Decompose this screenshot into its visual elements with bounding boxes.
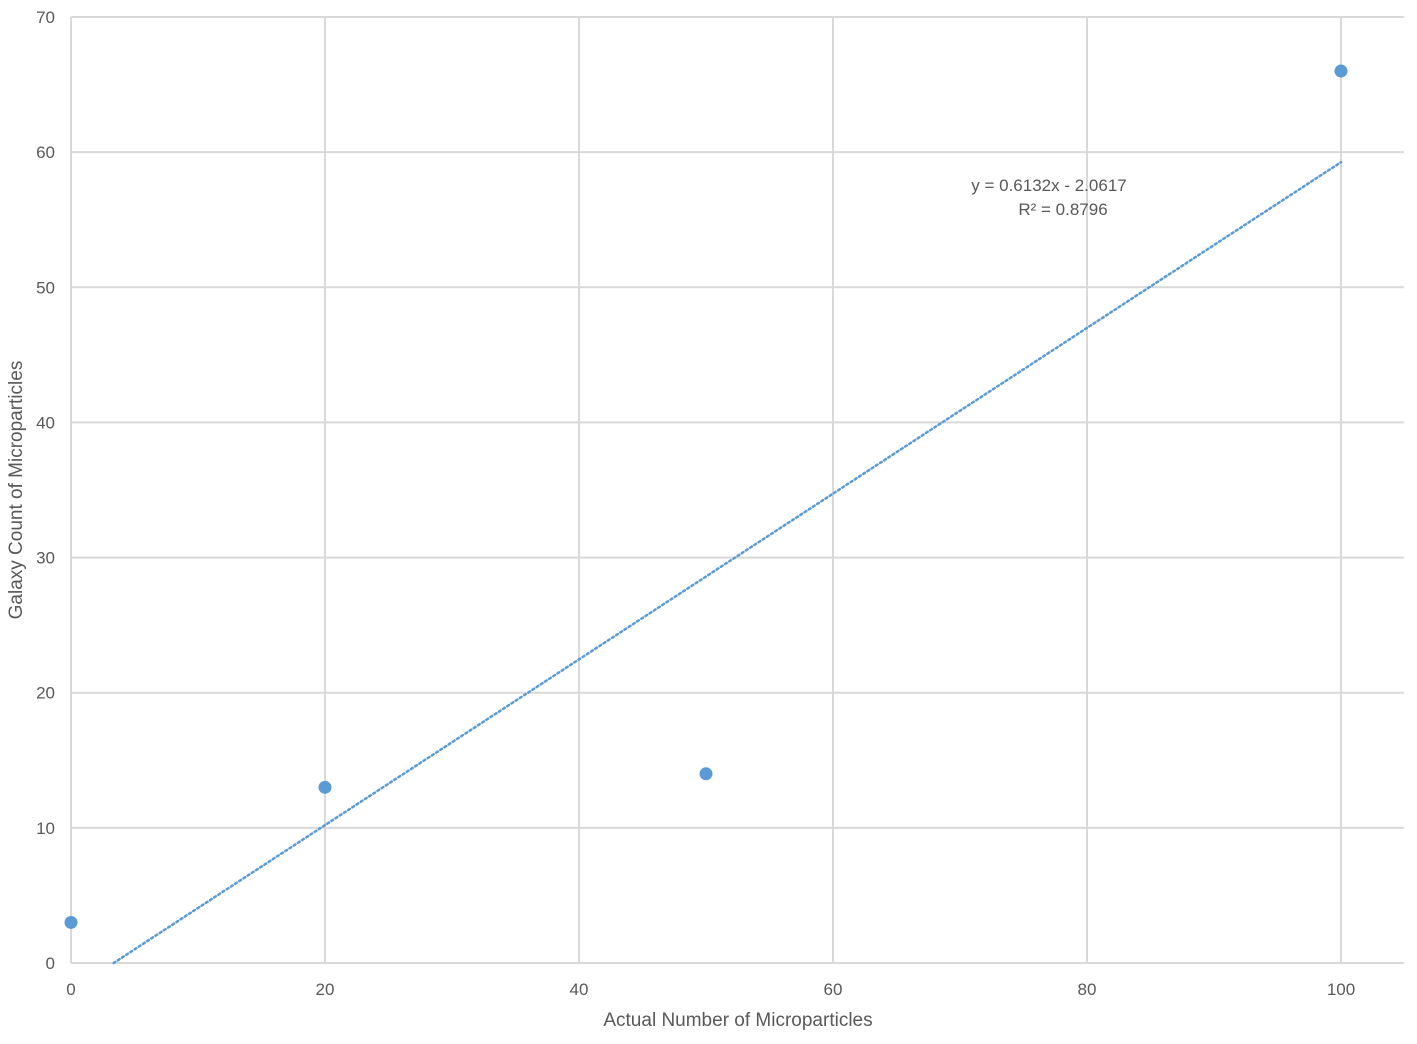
scatter-point — [1334, 64, 1348, 78]
x-tick-label: 60 — [824, 980, 843, 999]
x-tick-label: 40 — [570, 980, 589, 999]
trendline-equation: y = 0.6132x - 2.0617 — [971, 176, 1126, 195]
y-tick-label: 60 — [36, 143, 55, 162]
trendline — [112, 160, 1343, 965]
grid-lines — [71, 16, 1404, 963]
y-tick-label: 10 — [36, 819, 55, 838]
x-tick-label: 20 — [316, 980, 335, 999]
y-tick-label: 0 — [46, 954, 55, 973]
x-axis-title: Actual Number of Microparticles — [603, 1010, 872, 1031]
scatter-point — [699, 767, 713, 781]
y-tick-label: 40 — [36, 413, 55, 432]
data-points — [64, 64, 1348, 929]
axes — [70, 17, 1404, 964]
y-axis-title: Galaxy Count of Microparticles — [6, 361, 27, 620]
y-tick-label: 30 — [36, 549, 55, 568]
x-tick-label: 80 — [1078, 980, 1097, 999]
scatter-point — [64, 915, 78, 929]
scatter-point — [318, 780, 332, 794]
tick-labels: 0 10 20 30 40 50 60 70 0 20 40 60 80 100 — [36, 8, 1355, 999]
trendline-group — [112, 160, 1343, 965]
y-tick-label: 20 — [36, 684, 55, 703]
y-tick-label: 50 — [36, 278, 55, 297]
trendline-r-squared: R² = 0.8796 — [1018, 200, 1107, 219]
x-tick-label: 0 — [66, 980, 75, 999]
x-tick-label: 100 — [1327, 980, 1355, 999]
y-tick-label: 70 — [36, 8, 55, 27]
